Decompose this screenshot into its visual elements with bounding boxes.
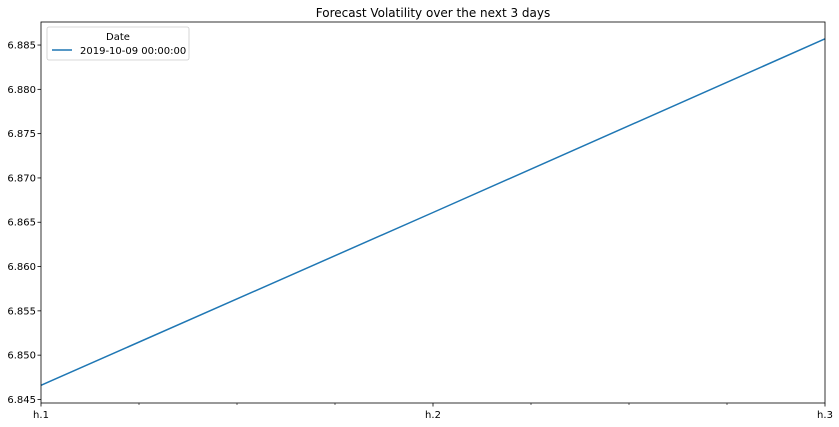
- y-axis: 6.845 6.850 6.855 6.860 6.865 6.870 6.875 6.880…: [7, 41, 41, 406]
- legend-title: Date: [106, 32, 130, 43]
- y-tick-label: 6.850: [7, 351, 36, 362]
- y-tick-label: 6.845: [7, 395, 36, 406]
- x-axis: h.1 h.2 h.3: [33, 403, 833, 421]
- y-tick-label: 6.875: [7, 129, 36, 140]
- y-tick-label: 6.860: [7, 262, 36, 273]
- chart-title: Forecast Volatility over the next 3 days: [316, 6, 550, 20]
- series-line: [40, 38, 826, 386]
- x-tick-label: h.2: [425, 410, 441, 421]
- plot-frame: [40, 21, 826, 404]
- x-tick-label: h.1: [33, 410, 49, 421]
- legend-box: [46, 26, 190, 61]
- y-tick-label: 6.870: [7, 173, 36, 184]
- legend: Date 2019-10-09 00:00:00: [46, 26, 190, 61]
- y-tick-label: 6.855: [7, 306, 36, 317]
- y-tick-label: 6.885: [7, 41, 36, 52]
- y-tick-label: 6.865: [7, 218, 36, 229]
- x-tick-label: h.3: [817, 410, 833, 421]
- legend-label: 2019-10-09 00:00:00: [80, 46, 186, 57]
- series-layer: [40, 38, 826, 386]
- y-tick-label: 6.880: [7, 85, 36, 96]
